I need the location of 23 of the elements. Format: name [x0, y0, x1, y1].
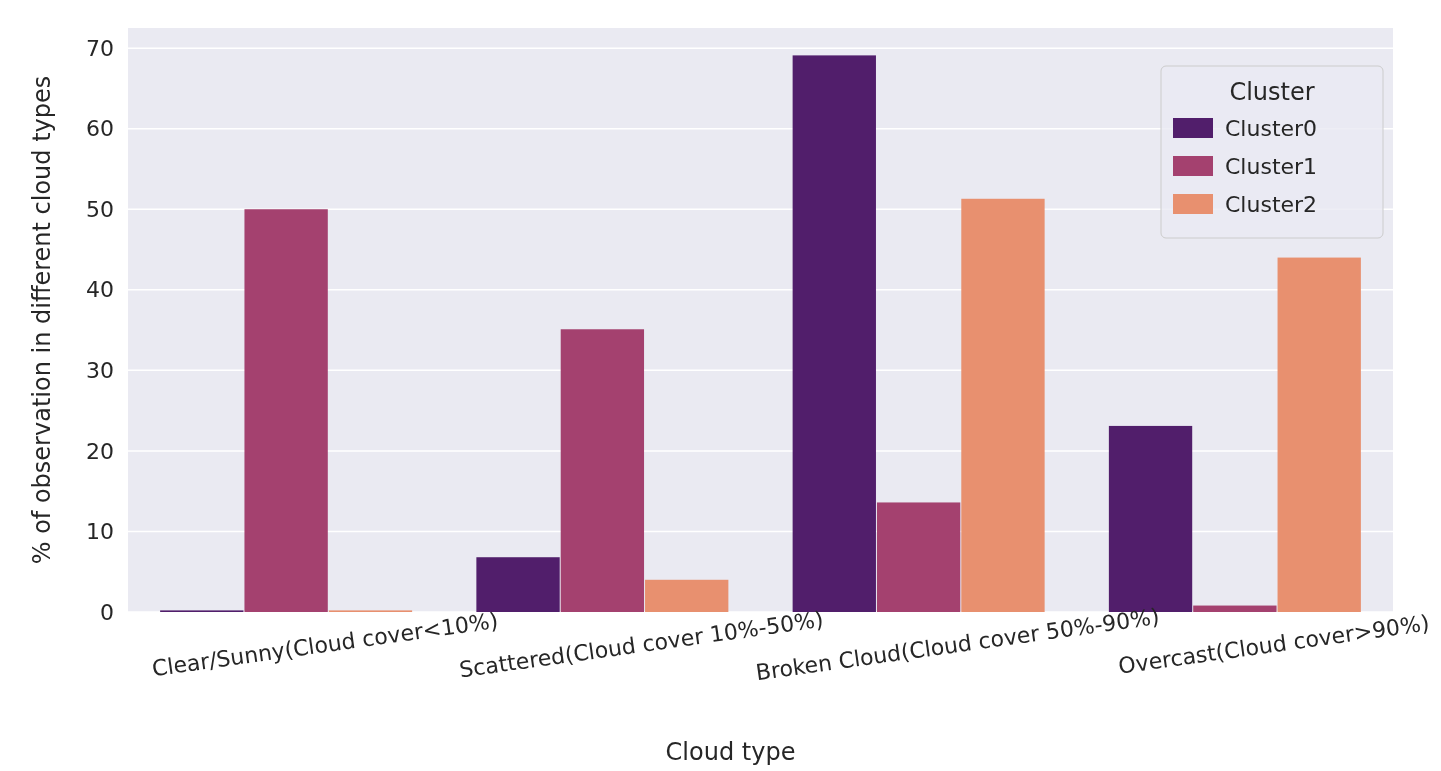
bar	[1193, 605, 1277, 612]
x-axis-title: Cloud type	[665, 738, 796, 766]
legend-title: Cluster	[1229, 78, 1315, 106]
bar	[961, 198, 1045, 612]
bar	[645, 579, 729, 612]
y-tick-label: 0	[100, 599, 114, 625]
bar	[792, 55, 876, 612]
y-tick-label: 20	[86, 438, 114, 464]
legend-label: Cluster1	[1225, 153, 1318, 179]
y-tick-label: 70	[86, 35, 114, 61]
bar	[876, 502, 961, 612]
y-tick-label: 50	[86, 196, 114, 222]
legend-label: Cluster0	[1225, 115, 1318, 141]
bar	[476, 557, 560, 612]
y-tick-label: 40	[86, 277, 114, 303]
y-tick-label: 30	[86, 358, 114, 384]
bar	[560, 329, 645, 612]
y-tick-label: 10	[86, 519, 114, 545]
y-axis-title: % of observation in different cloud types	[28, 75, 56, 565]
y-tick-label: 60	[86, 116, 114, 142]
bar	[244, 209, 328, 612]
bar	[1277, 257, 1361, 612]
legend-label: Cluster2	[1225, 191, 1318, 217]
